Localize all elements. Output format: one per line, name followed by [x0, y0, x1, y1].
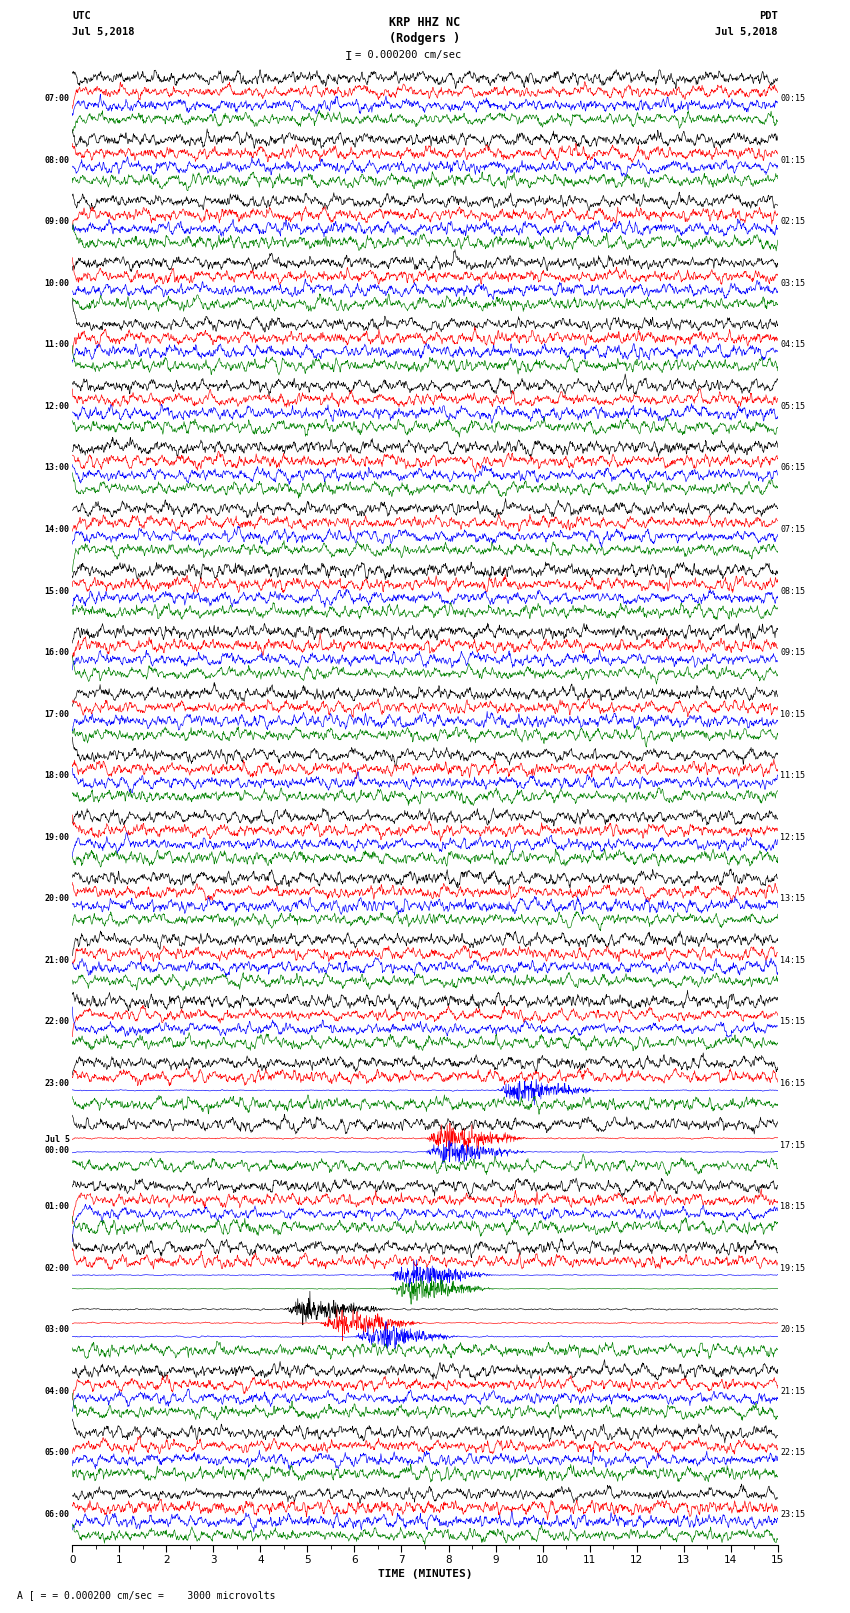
Text: 13:00: 13:00: [45, 463, 70, 473]
Text: 18:15: 18:15: [780, 1202, 805, 1211]
Text: 01:15: 01:15: [780, 155, 805, 165]
Text: Jul 5,2018: Jul 5,2018: [72, 27, 135, 37]
Text: 09:15: 09:15: [780, 648, 805, 656]
X-axis label: TIME (MINUTES): TIME (MINUTES): [377, 1569, 473, 1579]
Text: 15:15: 15:15: [780, 1018, 805, 1026]
Text: 11:15: 11:15: [780, 771, 805, 781]
Text: Jul 5,2018: Jul 5,2018: [715, 27, 778, 37]
Text: 10:00: 10:00: [45, 279, 70, 287]
Text: (Rodgers ): (Rodgers ): [389, 32, 461, 45]
Text: 07:15: 07:15: [780, 524, 805, 534]
Text: 06:15: 06:15: [780, 463, 805, 473]
Text: PDT: PDT: [759, 11, 778, 21]
Text: 19:00: 19:00: [45, 832, 70, 842]
Text: KRP HHZ NC: KRP HHZ NC: [389, 16, 461, 29]
Text: = 0.000200 cm/sec: = 0.000200 cm/sec: [355, 50, 462, 60]
Text: 10:15: 10:15: [780, 710, 805, 719]
Text: Jul 5
00:00: Jul 5 00:00: [45, 1136, 70, 1155]
Text: 16:00: 16:00: [45, 648, 70, 656]
Text: 08:15: 08:15: [780, 587, 805, 595]
Text: 19:15: 19:15: [780, 1263, 805, 1273]
Text: 04:00: 04:00: [45, 1387, 70, 1395]
Text: 12:00: 12:00: [45, 402, 70, 411]
Text: 17:15: 17:15: [780, 1140, 805, 1150]
Text: 23:00: 23:00: [45, 1079, 70, 1089]
Text: 07:00: 07:00: [45, 94, 70, 103]
Text: 02:00: 02:00: [45, 1263, 70, 1273]
Text: 02:15: 02:15: [780, 218, 805, 226]
Text: 22:00: 22:00: [45, 1018, 70, 1026]
Text: A [ = = 0.000200 cm/sec =    3000 microvolts: A [ = = 0.000200 cm/sec = 3000 microvolt…: [17, 1590, 275, 1600]
Text: 11:00: 11:00: [45, 340, 70, 350]
Text: 22:15: 22:15: [780, 1448, 805, 1458]
Text: 05:00: 05:00: [45, 1448, 70, 1458]
Text: 21:15: 21:15: [780, 1387, 805, 1395]
Text: 17:00: 17:00: [45, 710, 70, 719]
Text: 14:00: 14:00: [45, 524, 70, 534]
Text: 05:15: 05:15: [780, 402, 805, 411]
Text: 20:15: 20:15: [780, 1326, 805, 1334]
Text: I: I: [345, 50, 353, 63]
Text: 13:15: 13:15: [780, 894, 805, 903]
Text: 15:00: 15:00: [45, 587, 70, 595]
Text: 00:15: 00:15: [780, 94, 805, 103]
Text: 09:00: 09:00: [45, 218, 70, 226]
Text: 16:15: 16:15: [780, 1079, 805, 1089]
Text: 04:15: 04:15: [780, 340, 805, 350]
Text: 03:15: 03:15: [780, 279, 805, 287]
Text: 03:00: 03:00: [45, 1326, 70, 1334]
Text: 20:00: 20:00: [45, 894, 70, 903]
Text: 06:00: 06:00: [45, 1510, 70, 1519]
Text: 14:15: 14:15: [780, 957, 805, 965]
Text: 18:00: 18:00: [45, 771, 70, 781]
Text: 12:15: 12:15: [780, 832, 805, 842]
Text: 23:15: 23:15: [780, 1510, 805, 1519]
Text: UTC: UTC: [72, 11, 91, 21]
Text: 21:00: 21:00: [45, 957, 70, 965]
Text: 01:00: 01:00: [45, 1202, 70, 1211]
Text: 08:00: 08:00: [45, 155, 70, 165]
